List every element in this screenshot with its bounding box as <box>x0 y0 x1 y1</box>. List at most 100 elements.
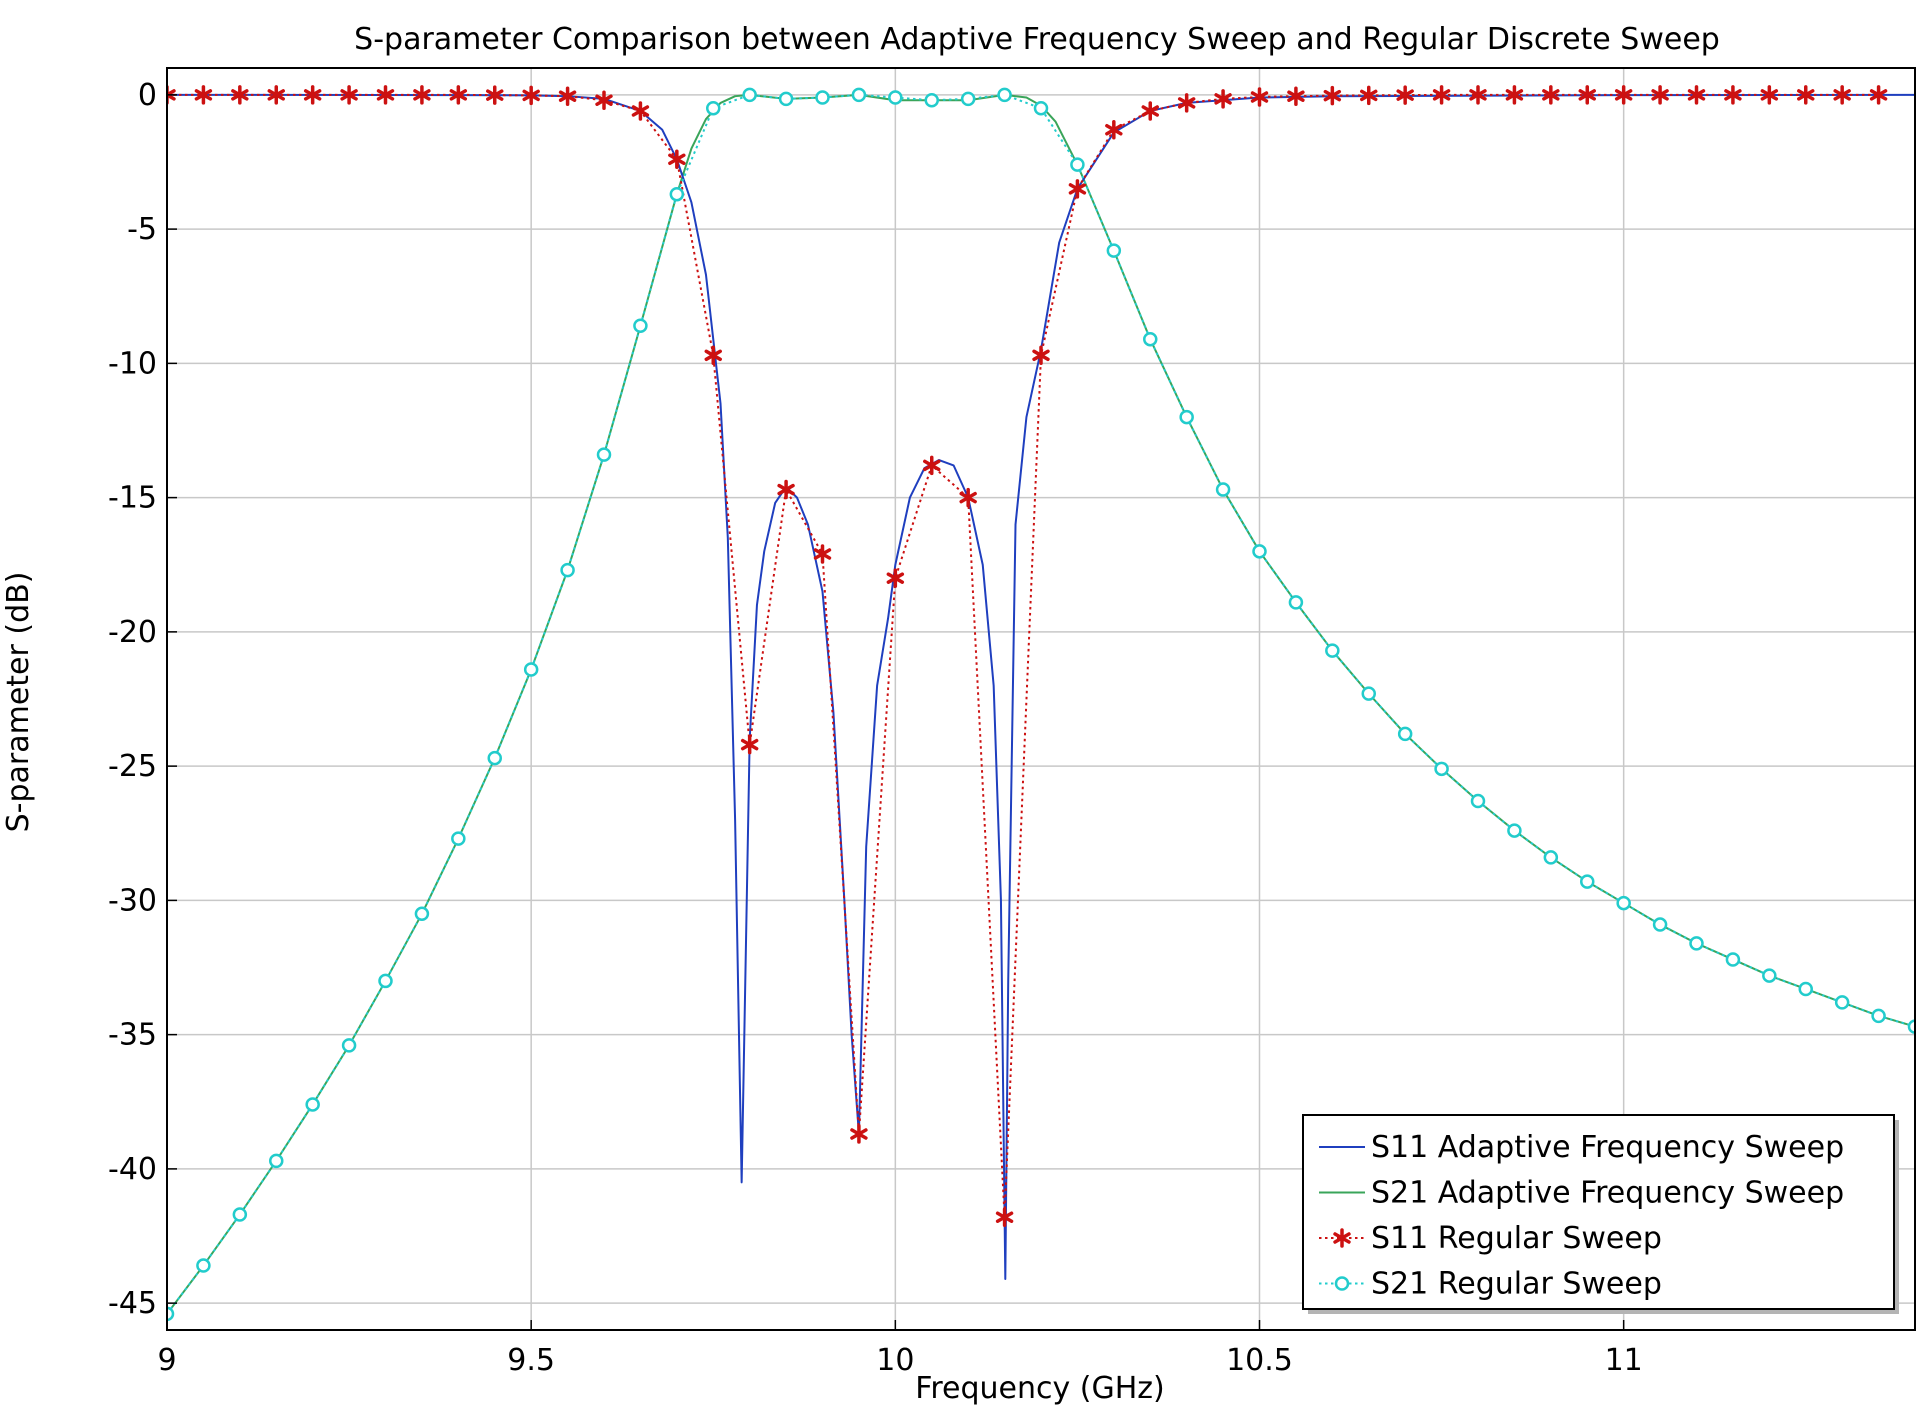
series-3-point-15 <box>706 101 721 116</box>
series-2-point-12 <box>595 90 613 110</box>
series-2-point-43 <box>1724 85 1742 105</box>
legend-marker-2 <box>1333 1228 1351 1248</box>
series-2-point-33 <box>1360 85 1378 106</box>
series-2-point-37 <box>1505 85 1524 105</box>
legend-label-1: S21 Adaptive Frequency Sweep <box>1371 1176 1844 1211</box>
series-3-point-3 <box>269 1153 284 1169</box>
y-tick-label-6: -30 <box>108 883 157 918</box>
y-tick-label-9: -45 <box>108 1286 157 1321</box>
series-3-point-6 <box>378 973 393 989</box>
series-3-point-23 <box>997 87 1012 103</box>
series-2-point-23 <box>995 1207 1014 1227</box>
series-3-point-30 <box>1252 544 1267 559</box>
series-3-point-2 <box>232 1207 248 1222</box>
series-3-point-38 <box>1543 850 1559 865</box>
y-tick-label-8: -40 <box>108 1152 157 1187</box>
y-tick-label-7: -35 <box>108 1018 157 1053</box>
series-3-point-20 <box>888 90 903 105</box>
legend: S11 Adaptive Frequency Sweep S21 Adaptive… <box>1302 1114 1899 1314</box>
series-3-point-8 <box>451 831 466 846</box>
legend-label-2: S11 Regular Sweep <box>1371 1221 1662 1256</box>
series-3-point-45 <box>1798 981 1813 997</box>
series-3-point-18 <box>815 90 830 105</box>
series-2-point-13 <box>631 101 650 121</box>
series-2-point-26 <box>1105 120 1123 140</box>
y-tick-label-4: -20 <box>108 615 157 650</box>
series-3-point-27 <box>1143 331 1158 347</box>
series-2-point-4 <box>303 85 322 105</box>
series-3-point-47 <box>1871 1008 1886 1024</box>
series-3-point-19 <box>851 87 867 103</box>
legend-item-1: S21 Adaptive Frequency Sweep <box>1319 1176 1844 1211</box>
series-2-point-11 <box>558 86 577 106</box>
series-2-point-46 <box>1833 85 1851 105</box>
series-2-point-22 <box>959 487 977 508</box>
series-line-2 <box>167 93 1879 1219</box>
series-2-point-44 <box>1760 85 1779 105</box>
series-3-point-14 <box>669 186 685 202</box>
legend-box <box>1302 1114 1895 1310</box>
chart-title: S-parameter Comparison between Adaptive … <box>354 22 1720 57</box>
series-3-point-35 <box>1434 761 1449 777</box>
series-3-point-39 <box>1580 874 1595 889</box>
series-3-point-10 <box>523 662 539 677</box>
series-3-point-17 <box>778 91 794 107</box>
series-3-point-9 <box>487 750 502 766</box>
series-2-point-45 <box>1797 85 1815 105</box>
x-tick-label-2: 10 <box>876 1343 914 1378</box>
series-2-point-2 <box>231 85 249 105</box>
x-tick-label-3: 10.5 <box>1226 1343 1293 1378</box>
legend-item-3: S21 Regular Sweep <box>1319 1267 1662 1302</box>
series-3-point-37 <box>1507 823 1522 838</box>
series-2-point-25 <box>1068 179 1087 199</box>
series-3 <box>167 87 1915 1322</box>
series-3-point-32 <box>1325 643 1340 658</box>
series-3-point-33 <box>1361 686 1376 701</box>
y-tick-label-3: -15 <box>108 481 157 516</box>
series-2-point-34 <box>1396 85 1414 105</box>
series-3-point-26 <box>1106 243 1122 258</box>
series-2-point-38 <box>1542 85 1560 105</box>
series-3-point-11 <box>560 562 575 578</box>
legend-item-0: S11 Adaptive Frequency Sweep <box>1319 1130 1844 1165</box>
x-tick-label-4: 11 <box>1605 1343 1643 1378</box>
series-3-point-36 <box>1470 793 1486 809</box>
x-tick-label-1: 9.5 <box>507 1343 555 1378</box>
legend-label-0: S11 Adaptive Frequency Sweep <box>1371 1130 1844 1165</box>
series-3-point-34 <box>1397 726 1413 742</box>
series-line-0 <box>167 93 1915 1280</box>
series-3-point-21 <box>924 92 939 108</box>
series-3-point-25 <box>1070 157 1085 172</box>
series-2-point-28 <box>1177 93 1196 113</box>
y-tick-label-2: -10 <box>108 346 157 381</box>
y-tick-label-5: -25 <box>108 749 157 784</box>
series-3-point-43 <box>1725 952 1741 967</box>
series-3-point-41 <box>1652 917 1668 932</box>
series-2-point-35 <box>1432 85 1451 105</box>
series-3-point-29 <box>1215 482 1231 497</box>
series-2-point-47 <box>1869 85 1888 105</box>
series-2-point-17 <box>777 479 795 500</box>
series-3-point-4 <box>305 1097 320 1112</box>
series-2-point-15 <box>704 345 722 366</box>
series-2-point-41 <box>1651 85 1669 105</box>
series-3-point-7 <box>414 906 430 922</box>
series-layer <box>167 85 1915 1322</box>
series-2-point-7 <box>413 85 431 105</box>
series-2-point-42 <box>1687 85 1706 105</box>
series-2-point-27 <box>1141 101 1159 121</box>
series-3-point-46 <box>1834 995 1850 1010</box>
y-axis-label: S-parameter (dB) <box>1 572 36 833</box>
series-2-point-6 <box>376 85 395 105</box>
series-2-point-3 <box>267 85 285 105</box>
series-2-point-19 <box>850 1124 868 1144</box>
series-2-point-9 <box>486 85 504 105</box>
axis-ticks: 9 9.5 10 10.5 11 0 -5 -10 -15 -20 -25 -30 -35 -40 -45 <box>108 78 1643 1378</box>
series-2-point-10 <box>522 85 540 106</box>
series-3-point-22 <box>960 91 976 107</box>
series-2-point-30 <box>1250 87 1269 107</box>
series-2-point-32 <box>1323 85 1342 106</box>
series-3-point-24 <box>1033 101 1049 116</box>
series-3-point-48 <box>1907 1019 1915 1034</box>
series-2-point-24 <box>1032 345 1050 366</box>
